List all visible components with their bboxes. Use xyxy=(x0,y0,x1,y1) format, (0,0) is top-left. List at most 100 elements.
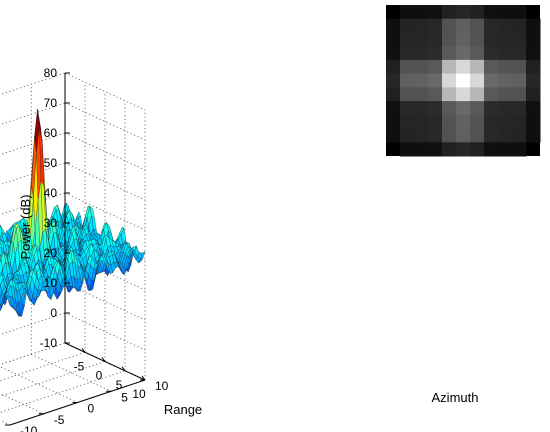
inset-cell xyxy=(526,73,541,88)
inset-cell xyxy=(442,73,457,88)
inset-cell xyxy=(428,59,443,75)
inset-cell xyxy=(498,18,513,33)
inset-cell xyxy=(498,59,513,75)
inset-cell xyxy=(456,18,471,33)
inset-cell xyxy=(386,32,401,47)
inset-cell xyxy=(456,32,471,47)
inset-cell xyxy=(470,18,485,33)
grid-line xyxy=(0,370,126,413)
inset-cell xyxy=(414,18,429,33)
inset-cell xyxy=(400,101,415,116)
inset-cell xyxy=(456,73,471,88)
inset-cell xyxy=(526,101,541,116)
inset-cell xyxy=(442,32,457,47)
inset-cell xyxy=(512,101,527,116)
inset-cell xyxy=(512,142,527,157)
inset-cell xyxy=(442,59,457,75)
inset-cell xyxy=(526,18,541,33)
inset-cell xyxy=(470,128,485,143)
inset-cell xyxy=(484,5,499,20)
z-tick-label: 70 xyxy=(44,96,58,110)
z-tick-label: 30 xyxy=(44,216,58,230)
inset-cell xyxy=(442,5,457,20)
inset-cell xyxy=(400,18,415,33)
z-tick-label: 10 xyxy=(44,276,58,290)
x-tick xyxy=(121,366,126,372)
inset-cell xyxy=(498,73,513,88)
inset-cell xyxy=(484,142,499,157)
grid-line xyxy=(0,312,66,336)
inset-cell xyxy=(498,128,513,143)
inset-cell xyxy=(484,46,499,61)
inset-cell xyxy=(428,142,443,157)
inset-cell xyxy=(470,87,485,102)
y-axis-title: Azimuth xyxy=(432,390,479,405)
inset-cell xyxy=(414,114,429,129)
inset-cell xyxy=(386,18,401,33)
grid-line xyxy=(0,282,66,306)
inset-cell xyxy=(428,73,443,88)
inset-cell xyxy=(400,5,415,20)
x-tick xyxy=(101,357,106,362)
inset-cell xyxy=(498,5,513,20)
inset-cell xyxy=(484,87,499,102)
inset-cell xyxy=(456,87,471,102)
inset-cell xyxy=(526,32,541,47)
inset-cell xyxy=(400,128,415,143)
inset-cell xyxy=(428,32,443,47)
y-tick-label: 5 xyxy=(121,390,128,404)
inset-cell xyxy=(400,32,415,47)
inset-cell xyxy=(484,128,499,143)
grid-line xyxy=(0,132,66,156)
inset-cell xyxy=(428,114,443,129)
inset-cell xyxy=(456,101,471,116)
inset-heatmap xyxy=(386,5,541,157)
inset-cell xyxy=(414,73,429,88)
inset-cell xyxy=(498,87,513,102)
inset-cell xyxy=(498,142,513,157)
inset-cell xyxy=(428,5,443,20)
inset-cell xyxy=(484,114,499,129)
inset-cell xyxy=(498,32,513,47)
y-tick-label: -10 xyxy=(20,424,38,432)
inset-cell xyxy=(470,5,485,20)
inset-cell xyxy=(414,5,429,20)
inset-cell xyxy=(456,59,471,75)
surface-mesh xyxy=(0,109,146,317)
inset-cell xyxy=(484,59,499,75)
z-tick-label: 80 xyxy=(44,66,58,80)
y-tick-labels: -10 -5 0 5 10 xyxy=(5,379,169,432)
inset-cell xyxy=(526,87,541,102)
inset-cell xyxy=(470,101,485,116)
inset-cell xyxy=(414,142,429,157)
x-tick-label: -5 xyxy=(74,359,85,373)
inset-cell xyxy=(400,142,415,157)
grid-line xyxy=(0,393,44,415)
inset-cell xyxy=(470,73,485,88)
surface-patch xyxy=(8,300,14,309)
grid-line xyxy=(0,419,11,426)
inset-cell xyxy=(470,142,485,157)
inset-cell xyxy=(400,59,415,75)
inset-cell xyxy=(414,32,429,47)
inset-cell xyxy=(456,46,471,61)
inset-cell xyxy=(414,87,429,102)
inset-cell xyxy=(442,18,457,33)
inset-cell xyxy=(386,73,401,88)
inset-cell xyxy=(470,32,485,47)
inset-cell xyxy=(498,101,513,116)
inset-cell xyxy=(428,46,443,61)
inset-cell xyxy=(442,128,457,143)
inset-cell xyxy=(442,114,457,129)
inset-cell xyxy=(470,114,485,129)
inset-cell xyxy=(414,46,429,61)
inset-cell xyxy=(456,142,471,157)
z-axis-title: Power (dB) xyxy=(18,194,33,259)
inset-cell xyxy=(386,101,401,116)
inset-cell xyxy=(386,46,401,61)
inset-cell xyxy=(512,46,527,61)
x-tick xyxy=(81,347,86,353)
inset-cell xyxy=(442,101,457,116)
